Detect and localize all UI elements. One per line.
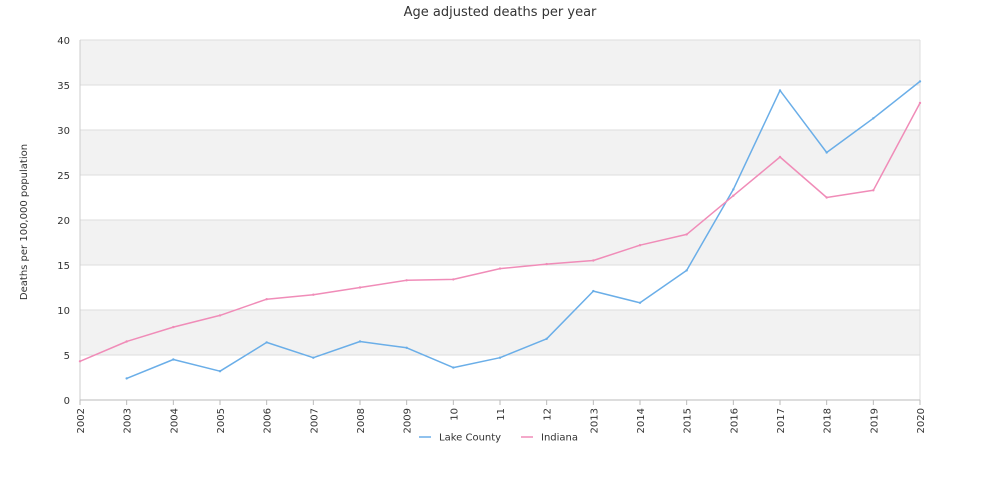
axes	[79, 40, 921, 405]
y-tick-label: 35	[57, 81, 70, 92]
data-point	[732, 188, 735, 191]
y-tick-label: 10	[57, 306, 70, 317]
plot-band	[80, 220, 920, 265]
x-tick-label: 2015	[683, 408, 694, 433]
data-point	[918, 80, 922, 83]
y-tick-label: 30	[57, 126, 70, 137]
data-point	[78, 360, 82, 363]
data-point	[172, 358, 175, 361]
x-tick-label: 2009	[403, 408, 414, 433]
plot-band	[80, 310, 920, 355]
plot-band	[80, 265, 920, 310]
data-point	[125, 377, 128, 380]
data-point	[125, 340, 128, 343]
plot-band	[80, 130, 920, 175]
plot-band	[80, 85, 920, 130]
series-line-lake-county	[126, 80, 921, 380]
data-point	[218, 314, 222, 317]
data-point	[358, 286, 362, 289]
plot-band	[80, 355, 920, 400]
data-point	[265, 341, 268, 344]
data-point	[498, 356, 502, 359]
x-tick-label: 2002	[76, 408, 87, 433]
plot-band	[80, 175, 920, 220]
data-point	[405, 346, 408, 349]
data-point	[405, 279, 408, 282]
data-point	[545, 262, 548, 266]
legend: Lake County Indiana	[419, 433, 578, 444]
data-point	[778, 155, 782, 159]
y-tick-label: 25	[57, 171, 70, 182]
data-point	[452, 278, 455, 281]
data-point	[312, 356, 315, 359]
x-tick-label: 2018	[823, 408, 834, 433]
data-point	[685, 269, 688, 272]
y-tick-label: 40	[57, 36, 70, 47]
data-point	[872, 189, 875, 192]
y-tick-label: 0	[64, 396, 70, 407]
data-point	[592, 259, 595, 262]
x-tick-label: 2020	[916, 408, 927, 433]
data-point	[778, 89, 782, 92]
data-point	[685, 233, 688, 236]
data-point	[172, 325, 175, 329]
x-tick-label: 11	[496, 408, 507, 421]
y-tick-label: 20	[57, 216, 70, 227]
x-tick-label: 2007	[309, 408, 320, 433]
legend-label: Indiana	[541, 433, 578, 444]
x-tick-label: 2019	[869, 408, 880, 433]
x-tick-label: 2006	[263, 408, 274, 433]
plot-band	[80, 40, 920, 85]
data-point	[545, 337, 548, 340]
data-point	[638, 301, 642, 304]
tick-labels: 0 5 10 15 20 25 30 35 40 2002 2003 2004 2005 2006 2007…	[57, 36, 927, 433]
x-tick-label: 10	[449, 408, 460, 421]
legend-label: Lake County	[439, 433, 501, 444]
x-tick-label: 2013	[589, 408, 600, 433]
data-point	[218, 370, 222, 373]
x-tick-label: 2005	[216, 408, 227, 433]
data-point	[825, 151, 828, 154]
x-tick-label: 2014	[636, 408, 647, 433]
x-tick-label: 2004	[169, 408, 180, 433]
data-point	[592, 289, 595, 293]
y-tick-label: 5	[64, 351, 70, 362]
data-point	[638, 244, 642, 247]
plot-bands	[80, 40, 920, 400]
data-point	[358, 340, 362, 343]
x-tick-label: 2003	[123, 408, 134, 433]
data-point	[265, 298, 268, 301]
chart-title: Age adjusted deaths per year	[404, 5, 597, 20]
x-tick-label: 2016	[729, 408, 740, 433]
y-tick-label: 15	[57, 261, 70, 272]
data-point	[498, 267, 502, 270]
data-point	[312, 293, 315, 296]
x-tick-label: 12	[543, 408, 554, 421]
data-point	[918, 101, 922, 105]
data-point	[872, 117, 875, 120]
x-tick-label: 2017	[776, 408, 787, 433]
data-point	[452, 366, 455, 369]
y-axis-label: Deaths per 100,000 population	[19, 144, 30, 300]
series-lines	[78, 80, 922, 380]
x-tick-label: 2008	[356, 408, 367, 433]
data-point	[732, 194, 735, 197]
data-point	[825, 196, 828, 199]
